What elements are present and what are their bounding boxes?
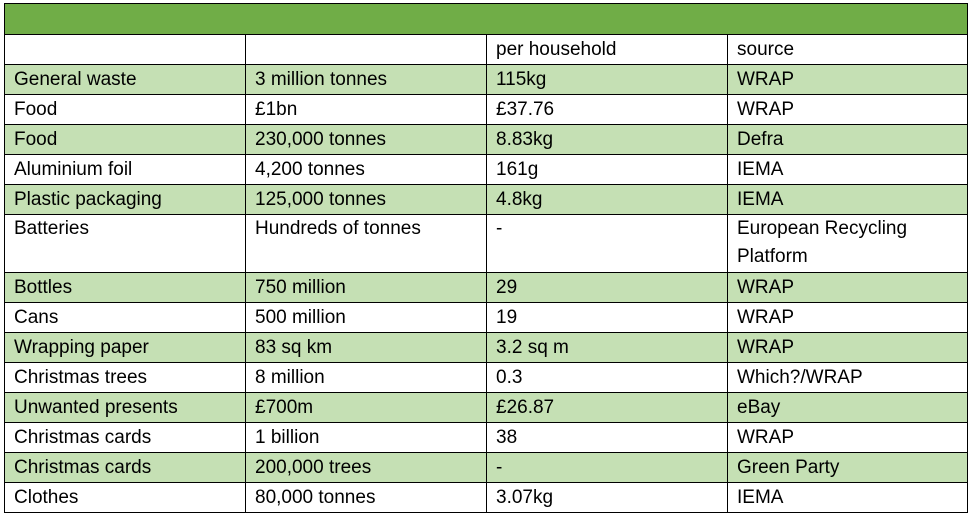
quantity-cell: 230,000 tonnes: [245, 124, 487, 155]
quantity-cell: 750 million: [245, 272, 487, 303]
table-row: Christmas trees 8 million 0.3 Which?/WRAP: [4, 362, 968, 393]
table-row: Wrapping paper 83 sq km 3.2 sq m WRAP: [4, 332, 968, 363]
per-household-cell: 4.8kg: [486, 184, 728, 215]
per-household-cell: 0.3: [486, 362, 728, 393]
item-cell: Plastic packaging: [4, 184, 246, 215]
header-row: per household source: [4, 34, 968, 65]
title-bar: [4, 3, 968, 35]
item-cell: General waste: [4, 64, 246, 95]
item-cell: Christmas cards: [4, 422, 246, 453]
item-cell: Cans: [4, 302, 246, 333]
item-cell: Wrapping paper: [4, 332, 246, 363]
table-row: Christmas cards 200,000 trees - Green Party: [4, 452, 968, 483]
header-cell: source: [727, 34, 968, 65]
per-household-cell: -: [486, 452, 728, 483]
quantity-cell: 3 million tonnes: [245, 64, 487, 95]
table-row: Bottles 750 million 29 WRAP: [4, 272, 968, 303]
quantity-cell: 125,000 tonnes: [245, 184, 487, 215]
source-cell: WRAP: [727, 332, 968, 363]
item-cell: Clothes: [4, 482, 246, 513]
table-row: Batteries Hundreds of tonnes - European Rec…: [4, 214, 968, 273]
per-household-cell: £37.76: [486, 94, 728, 125]
per-household-cell: 3.2 sq m: [486, 332, 728, 363]
quantity-cell: Hundreds of tonnes: [245, 214, 487, 273]
source-cell: WRAP: [727, 302, 968, 333]
source-cell: European Recycling Platform: [727, 214, 968, 273]
table-row: Clothes 80,000 tonnes 3.07kg IEMA: [4, 482, 968, 513]
per-household-cell: 161g: [486, 154, 728, 185]
waste-table: per household source General waste 3 mill…: [4, 3, 968, 513]
per-household-cell: 8.83kg: [486, 124, 728, 155]
quantity-cell: 500 million: [245, 302, 487, 333]
table-row: Food 230,000 tonnes 8.83kg Defra: [4, 124, 968, 155]
per-household-cell: 19: [486, 302, 728, 333]
source-cell: WRAP: [727, 94, 968, 125]
table-row: Cans 500 million 19 WRAP: [4, 302, 968, 333]
item-cell: Christmas trees: [4, 362, 246, 393]
header-cell: [4, 34, 246, 65]
quantity-cell: £700m: [245, 392, 487, 423]
source-cell: WRAP: [727, 64, 968, 95]
quantity-cell: 1 billion: [245, 422, 487, 453]
per-household-cell: 3.07kg: [486, 482, 728, 513]
item-cell: Food: [4, 124, 246, 155]
per-household-cell: 29: [486, 272, 728, 303]
table-row: Aluminium foil 4,200 tonnes 161g IEMA: [4, 154, 968, 185]
source-cell: WRAP: [727, 422, 968, 453]
table-row: Plastic packaging 125,000 tonnes 4.8kg IEMA: [4, 184, 968, 215]
header-cell: per household: [486, 34, 728, 65]
item-cell: Bottles: [4, 272, 246, 303]
item-cell: Batteries: [4, 214, 246, 273]
source-cell: eBay: [727, 392, 968, 423]
source-cell: Which?/WRAP: [727, 362, 968, 393]
source-cell: Defra: [727, 124, 968, 155]
title-cell: [4, 3, 968, 35]
table-row: Food £1bn £37.76 WRAP: [4, 94, 968, 125]
source-cell: IEMA: [727, 184, 968, 215]
source-cell: IEMA: [727, 482, 968, 513]
table-row: Unwanted presents £700m £26.87 eBay: [4, 392, 968, 423]
source-cell: WRAP: [727, 272, 968, 303]
quantity-cell: 80,000 tonnes: [245, 482, 487, 513]
item-cell: Unwanted presents: [4, 392, 246, 423]
item-cell: Food: [4, 94, 246, 125]
quantity-cell: 4,200 tonnes: [245, 154, 487, 185]
source-cell: IEMA: [727, 154, 968, 185]
quantity-cell: £1bn: [245, 94, 487, 125]
source-cell: Green Party: [727, 452, 968, 483]
quantity-cell: 83 sq km: [245, 332, 487, 363]
header-cell: [245, 34, 487, 65]
table-row: Christmas cards 1 billion 38 WRAP: [4, 422, 968, 453]
quantity-cell: 200,000 trees: [245, 452, 487, 483]
table-row: General waste 3 million tonnes 115kg WRAP: [4, 64, 968, 95]
item-cell: Aluminium foil: [4, 154, 246, 185]
per-household-cell: 115kg: [486, 64, 728, 95]
per-household-cell: 38: [486, 422, 728, 453]
item-cell: Christmas cards: [4, 452, 246, 483]
per-household-cell: -: [486, 214, 728, 273]
quantity-cell: 8 million: [245, 362, 487, 393]
per-household-cell: £26.87: [486, 392, 728, 423]
